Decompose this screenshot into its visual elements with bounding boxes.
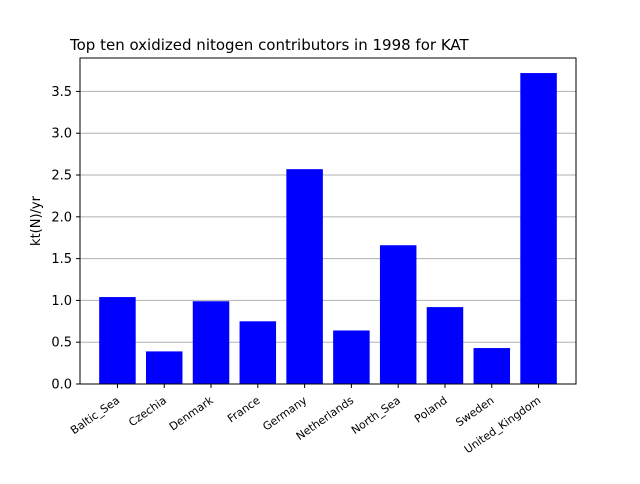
plot-frame	[79, 57, 577, 385]
x-tick-label: North_Sea	[349, 394, 403, 437]
bar-france	[239, 321, 277, 384]
y-tick-label: 2.0	[51, 210, 72, 225]
y-tick-label: 3.0	[51, 127, 72, 142]
bar-north-sea	[379, 245, 417, 384]
bar-netherlands	[333, 330, 370, 384]
bar-poland	[426, 307, 464, 384]
bar-germany	[286, 169, 323, 384]
x-tick-label: Baltic_Sea	[68, 394, 122, 437]
bars	[99, 73, 557, 385]
y-axis-label: kt(N)/yr	[29, 195, 44, 246]
x-tick-label: Poland	[412, 394, 450, 426]
x-tick-label: France	[225, 394, 263, 426]
x-tick-label: Czechia	[126, 394, 169, 429]
bar-czechia	[145, 351, 183, 384]
y-tick-label: 3.5	[51, 85, 72, 100]
y-tick-label: 0.5	[51, 336, 72, 351]
bar-united-kingdom	[520, 73, 557, 385]
x-tick-label: Sweden	[453, 394, 496, 430]
bar-baltic-sea	[99, 297, 136, 384]
y-tick-label: 2.5	[51, 169, 72, 184]
y-tick-label: 1.0	[51, 294, 72, 309]
gridlines	[80, 90, 576, 385]
y-tick-label: 1.5	[51, 252, 72, 267]
y-tick-label: 0.0	[51, 378, 72, 393]
x-tick-label: Denmark	[167, 393, 216, 433]
chart-title: Top ten oxidized nitogen contributors in…	[69, 36, 469, 54]
bar-sweden	[473, 348, 511, 384]
bar-denmark	[192, 301, 230, 384]
